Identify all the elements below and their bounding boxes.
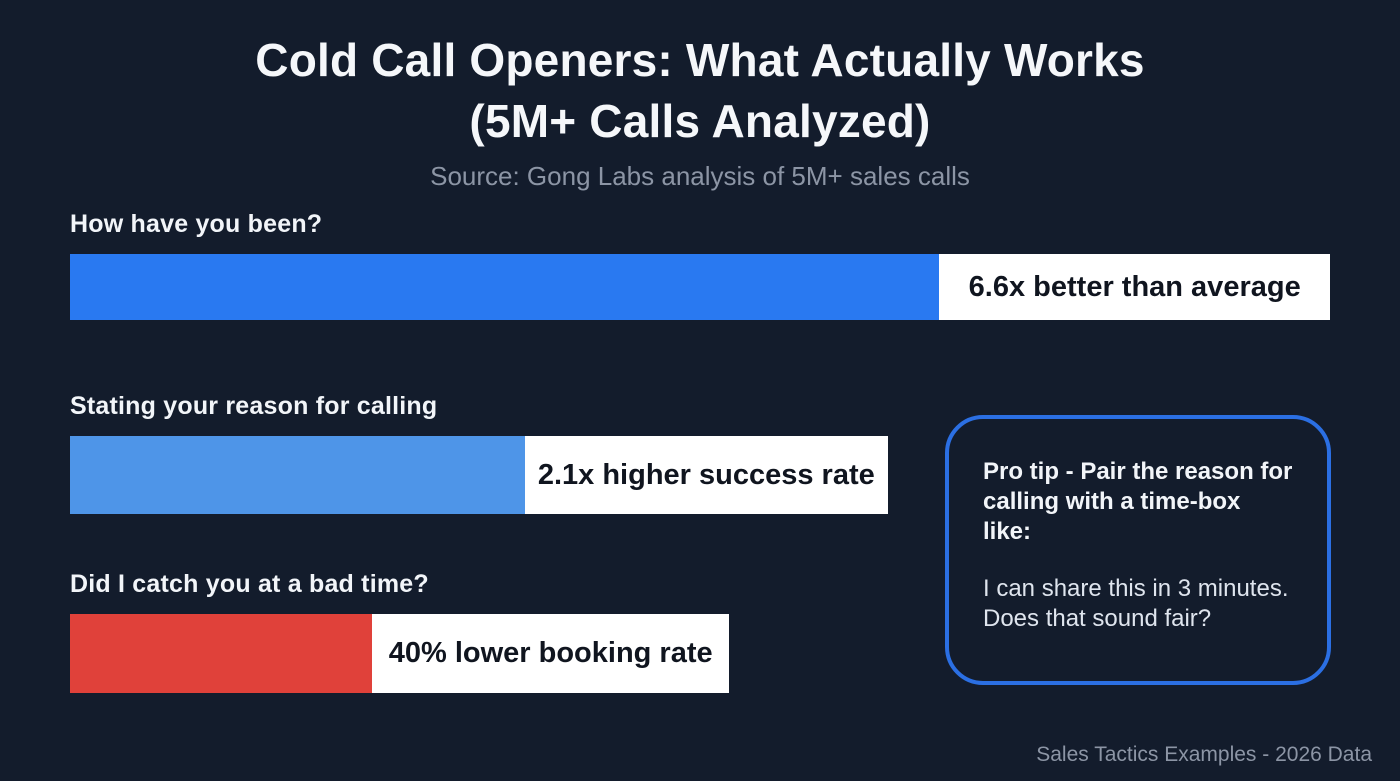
bar-row: Stating your reason for calling 2.1x hig… [70,392,1330,514]
bar-line: 6.6x better than average [70,254,1330,320]
value-label-box: 6.6x better than average [939,254,1330,320]
value-label-box: 40% lower booking rate [372,614,729,693]
pro-tip-heading: Pro tip - Pair the reason for calling wi… [983,458,1293,546]
chart-area: How have you been? 6.6x better than aver… [70,210,1330,693]
value-bar [70,614,373,693]
category-label: How have you been? [70,210,323,238]
footer-note: Sales Tactics Examples - 2026 Data [1036,743,1372,766]
value-label: 40% lower booking rate [388,637,713,669]
pro-tip-body: I can share this in 3 minutes. Does that… [983,574,1289,632]
value-label: 6.6x better than average [968,270,1301,303]
value-label: 2.1x higher success rate [537,458,875,491]
bar-line: 2.1x higher success rate [70,436,1330,514]
title-block: Cold Call Openers: What Actually Works (… [0,0,1400,192]
value-bar [70,254,940,320]
bar-row: How have you been? 6.6x better than aver… [70,210,1330,320]
chart-subtitle: Source: Gong Labs analysis of 5M+ sales … [430,161,970,192]
chart-title-line2: (5M+ Calls Analyzed) [469,94,931,147]
chart-title: Cold Call Openers: What Actually Works (… [0,30,1400,151]
category-label: Did I catch you at a bad time? [70,570,429,598]
bar-row: Did I catch you at a bad time? 40% lower… [70,570,1330,693]
value-bar [70,436,525,514]
category-label: Stating your reason for calling [70,392,438,420]
bar-line: 40% lower booking rate [70,614,1330,693]
pro-tip-card: Pro tip - Pair the reason for calling wi… [945,415,1331,685]
chart-title-line1: Cold Call Openers: What Actually Works [255,34,1145,86]
value-label-box: 2.1x higher success rate [524,436,888,514]
